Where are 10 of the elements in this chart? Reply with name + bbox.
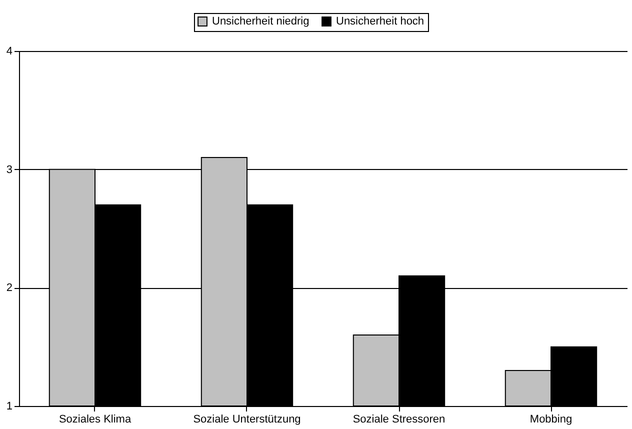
x-tick-label: Mobbing xyxy=(530,414,572,426)
y-tick-label: 3 xyxy=(6,164,12,176)
x-tick-label: Soziales Klima xyxy=(58,414,132,426)
x-tick-label: Soziale Stressoren xyxy=(352,414,446,426)
y-tick-label: 2 xyxy=(6,282,12,294)
y-tick-label: 1 xyxy=(6,400,12,412)
legend-label: Unsicherheit niedrig xyxy=(212,16,310,28)
x-tick-label: Soziale Unterstützung xyxy=(193,414,301,426)
legend-label: Unsicherheit hoch xyxy=(336,16,424,28)
y-tick-label: 4 xyxy=(6,46,12,58)
